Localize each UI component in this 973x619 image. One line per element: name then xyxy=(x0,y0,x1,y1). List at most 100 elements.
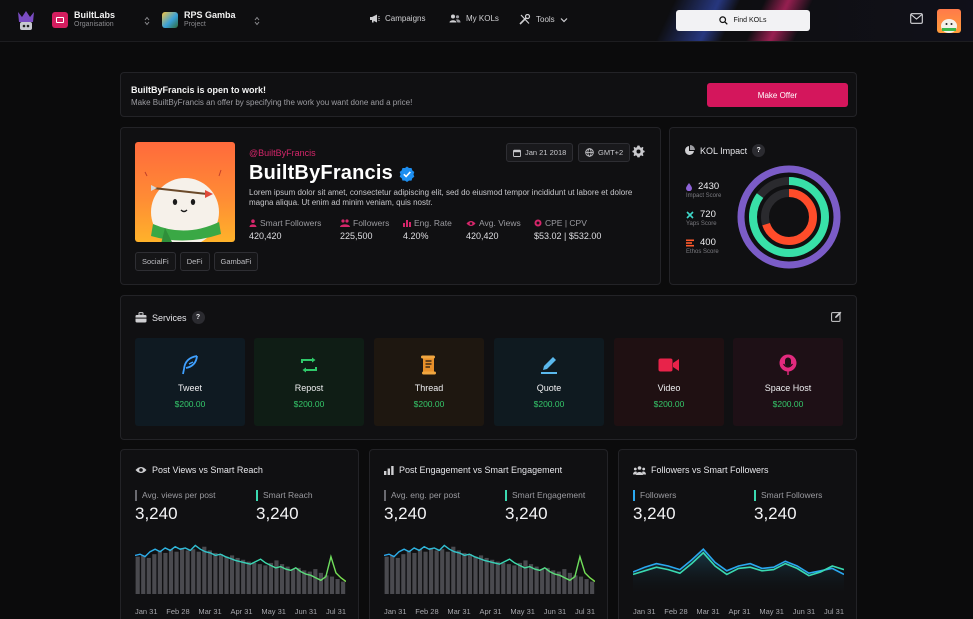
chevron-updown-icon[interactable] xyxy=(254,16,260,26)
feather-icon xyxy=(182,355,198,375)
find-kols-button[interactable]: Find KOLs xyxy=(676,10,810,31)
bar xyxy=(484,557,489,594)
bar xyxy=(384,556,389,594)
bar xyxy=(578,576,584,594)
profile-bio: Lorem ipsum dolor sit amet, consectetur … xyxy=(249,188,633,207)
service-name: Tweet xyxy=(177,383,202,393)
tag-chip[interactable]: DeFi xyxy=(179,252,210,271)
impact-rings-chart xyxy=(737,165,841,269)
project-switcher[interactable]: RPS Gamba Project xyxy=(162,10,236,29)
series-area xyxy=(633,549,844,594)
bar xyxy=(523,560,528,594)
bar xyxy=(534,566,539,594)
tag-chip[interactable]: GambaFi xyxy=(213,252,259,271)
yaps-score-label: Yaps Score xyxy=(686,221,717,227)
banner-subtitle: Make BuiltByFrancis an offer by specifyi… xyxy=(131,98,413,107)
legend-value: 3,240 xyxy=(384,504,427,523)
tag-chip[interactable]: SocialFi xyxy=(135,252,176,271)
engagement-bar-line-chart xyxy=(384,544,595,594)
app-logo[interactable] xyxy=(14,8,38,34)
bar xyxy=(395,557,400,594)
eye-icon xyxy=(135,467,147,473)
edit-icon[interactable] xyxy=(831,311,842,322)
org-subtitle: Organisation xyxy=(74,21,114,28)
service-video[interactable]: Video $200.00 xyxy=(614,338,724,426)
stat-label: Eng. Rate xyxy=(414,218,452,228)
project-name: RPS Gamba xyxy=(184,10,236,20)
stat-value: 225,500 xyxy=(340,231,373,241)
service-repost[interactable]: Repost $200.00 xyxy=(254,338,364,426)
legend-label: Avg. eng. per post xyxy=(384,490,460,501)
bar xyxy=(551,570,556,594)
bar xyxy=(307,571,312,594)
bar xyxy=(180,547,185,594)
bar xyxy=(279,564,285,594)
service-quote[interactable]: Quote $200.00 xyxy=(494,338,604,426)
bar xyxy=(495,561,500,594)
impact-ring xyxy=(749,177,829,257)
bar xyxy=(285,566,290,594)
chart-followers-vs-smart: Followers vs Smart Followers Followers 3… xyxy=(618,449,857,619)
profile-name-text: BuiltByFrancis xyxy=(249,162,393,184)
x-tick: Feb 28 xyxy=(415,607,439,616)
bar xyxy=(506,564,511,594)
megaphone-icon xyxy=(370,14,380,23)
bar xyxy=(590,581,595,594)
ethos-score-value: 400 xyxy=(700,237,716,248)
impact-ring xyxy=(737,165,841,269)
x-tick: May 31 xyxy=(510,607,535,616)
chart-title-text: Post Views vs Smart Reach xyxy=(152,465,263,475)
bar xyxy=(191,549,196,594)
calendar-icon xyxy=(513,149,521,157)
stat-value: 420,420 xyxy=(249,231,282,241)
service-space-host[interactable]: Space Host $200.00 xyxy=(733,338,843,426)
bar xyxy=(157,550,162,594)
make-offer-button[interactable]: Make Offer xyxy=(707,83,848,107)
bar xyxy=(490,559,495,594)
nav-campaigns[interactable]: Campaigns xyxy=(369,14,425,23)
bar xyxy=(246,561,251,594)
help-icon[interactable]: ? xyxy=(191,311,205,324)
bar-chart-icon xyxy=(384,465,394,475)
legend-value: 3,240 xyxy=(505,504,548,523)
organisation-switcher[interactable]: BuiltLabs Organisation xyxy=(52,10,115,29)
x-tick: Feb 28 xyxy=(166,607,190,616)
legend-smart-followers: Smart Followers 3,240 xyxy=(754,490,822,524)
service-name: Space Host xyxy=(764,383,812,393)
bar xyxy=(263,565,268,594)
help-icon[interactable]: ? xyxy=(752,144,766,157)
bar xyxy=(412,552,417,594)
yaps-score-value: 720 xyxy=(700,209,716,220)
bar xyxy=(135,556,140,594)
gear-icon[interactable] xyxy=(632,145,645,158)
bar xyxy=(241,559,246,594)
drop-icon xyxy=(686,182,692,191)
x-tick: May 31 xyxy=(261,607,286,616)
nav-my-kols[interactable]: My KOLs xyxy=(449,14,499,23)
nav-label: My KOLs xyxy=(466,14,499,23)
profile-handle[interactable]: @BuiltByFrancis xyxy=(249,148,316,158)
nav-tools[interactable]: Tools xyxy=(519,14,568,25)
stat-eng-rate: Eng. Rate 4.20% xyxy=(403,218,466,241)
bar xyxy=(146,557,151,594)
service-price: $200.00 xyxy=(293,399,325,409)
bar xyxy=(218,554,224,594)
services-title-text: Services xyxy=(152,312,187,323)
chevron-updown-icon[interactable] xyxy=(144,16,150,26)
user-avatar[interactable] xyxy=(937,9,961,33)
service-tweet[interactable]: Tweet $200.00 xyxy=(135,338,245,426)
x-tick: May 31 xyxy=(759,607,784,616)
mail-icon[interactable] xyxy=(910,13,923,24)
service-name: Quote xyxy=(536,383,562,393)
service-thread[interactable]: Thread $200.00 xyxy=(374,338,484,426)
x-tick: Jul 31 xyxy=(325,607,346,616)
stat-smart-followers: Smart Followers 420,420 xyxy=(249,218,340,241)
legend-avg-eng: Avg. eng. per post 3,240 xyxy=(384,490,460,524)
service-name: Video xyxy=(657,383,681,393)
chart-title: Post Engagement vs Smart Engagement xyxy=(384,465,562,475)
bar xyxy=(545,567,550,594)
bar xyxy=(268,562,274,594)
bar xyxy=(567,572,572,594)
bar xyxy=(512,565,517,594)
bar xyxy=(318,572,323,594)
